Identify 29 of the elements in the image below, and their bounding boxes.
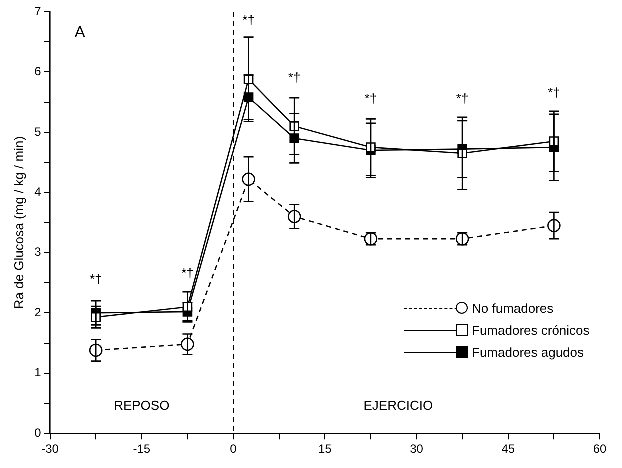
annotation: *†	[364, 90, 378, 106]
y-tick-label: 3	[34, 245, 42, 260]
annotation: *†	[548, 84, 560, 100]
x-tick-label: 45	[502, 442, 516, 456]
y-tick-label: 4	[34, 185, 42, 199]
y-axis-title: Ra de Glucosa (mg / kg / min)	[11, 136, 26, 310]
legend-label: Fumadores agudos	[472, 345, 584, 360]
annotation: REPOSO	[114, 398, 170, 414]
annotation: EJERCICIO	[364, 398, 434, 414]
x-tick-label: 0	[230, 442, 238, 456]
x-tick-label: 60	[593, 442, 607, 456]
y-tick-label: 5	[34, 124, 42, 139]
annotation: *†	[90, 272, 102, 287]
legend-label: No fumadores	[472, 301, 554, 316]
x-tick-label: -30	[42, 442, 60, 456]
annotation: *†	[456, 90, 469, 106]
y-tick-label: 1	[34, 366, 42, 380]
y-tick-label: 7	[34, 4, 42, 18]
x-tick-label: 15	[318, 442, 332, 456]
x-tick-label: 30	[410, 442, 424, 456]
annotation: *†	[288, 70, 301, 85]
y-tick-label: 2	[34, 305, 42, 320]
y-tick-label: 0	[34, 426, 42, 440]
x-tick-label: -15	[133, 442, 151, 456]
annotation: *†	[242, 12, 255, 28]
annotation: *†	[182, 266, 194, 281]
y-tick-label: 6	[34, 64, 42, 79]
annotation: A	[74, 24, 86, 42]
legend-label: Fumadores crónicos	[472, 323, 590, 338]
